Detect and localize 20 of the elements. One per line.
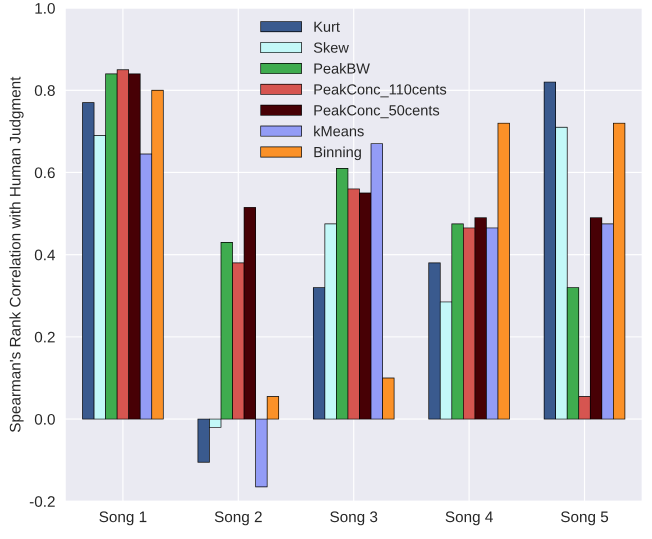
legend-label: Binning — [314, 146, 361, 160]
y-axis-title: Spearman's Rank Correlation with Human Judgment — [9, 76, 24, 432]
legend-label: PeakConc_50cents — [314, 104, 440, 118]
y-tick-label: 0.4 — [34, 250, 56, 260]
x-tick-label: Song 5 — [561, 511, 608, 526]
legend-label: Skew — [314, 42, 349, 53]
x-tick-label: Song 2 — [214, 511, 262, 526]
legend-label: Kurt — [314, 22, 340, 32]
y-tick-label: 1.0 — [35, 2, 55, 14]
legend-label: PeakBW — [314, 62, 370, 74]
y-tick-label: -0.2 — [30, 496, 55, 507]
legend-label: PeakConc_110cents — [314, 84, 446, 98]
legend-label: kMeans — [314, 126, 364, 136]
y-tick-label: 0.8 — [34, 85, 55, 96]
y-tick-label: 0.2 — [34, 332, 55, 343]
x-tick-label: Song 4 — [446, 511, 493, 526]
y-tick-label: 0.6 — [34, 167, 55, 178]
y-tick-label: 0.0 — [34, 414, 55, 425]
x-tick-label: Song 3 — [330, 511, 378, 526]
x-tick-label: Song 1 — [99, 511, 146, 526]
